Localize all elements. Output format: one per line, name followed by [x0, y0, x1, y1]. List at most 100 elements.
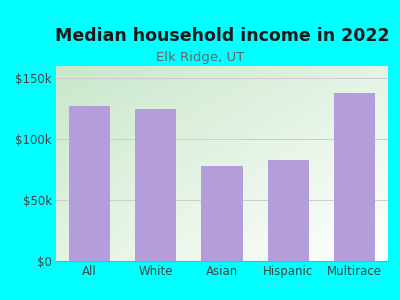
- Bar: [129, 117, 136, 121]
- Bar: [229, 101, 235, 105]
- Bar: [262, 253, 268, 257]
- Bar: [129, 148, 136, 152]
- Bar: [288, 74, 295, 78]
- Bar: [202, 191, 209, 195]
- Bar: [122, 82, 129, 86]
- Bar: [209, 140, 215, 144]
- Bar: [242, 199, 248, 203]
- Bar: [282, 66, 288, 70]
- Bar: [189, 117, 196, 121]
- Bar: [242, 175, 248, 179]
- Bar: [56, 113, 63, 117]
- Bar: [69, 78, 76, 82]
- Bar: [169, 195, 176, 199]
- Bar: [149, 136, 156, 140]
- Bar: [209, 93, 215, 97]
- Bar: [156, 226, 162, 230]
- Bar: [308, 164, 315, 167]
- Bar: [149, 93, 156, 97]
- Bar: [215, 128, 222, 132]
- Bar: [76, 175, 82, 179]
- Bar: [96, 82, 102, 86]
- Bar: [295, 218, 302, 222]
- Bar: [268, 160, 275, 164]
- Bar: [116, 105, 122, 109]
- Bar: [381, 167, 388, 171]
- Bar: [308, 167, 315, 171]
- Bar: [102, 242, 109, 245]
- Bar: [362, 152, 368, 156]
- Bar: [355, 121, 362, 124]
- Bar: [262, 105, 268, 109]
- Bar: [288, 218, 295, 222]
- Bar: [328, 148, 335, 152]
- Bar: [176, 152, 182, 156]
- Bar: [275, 128, 282, 132]
- Bar: [268, 121, 275, 124]
- Bar: [136, 160, 142, 164]
- Bar: [381, 124, 388, 128]
- Bar: [275, 97, 282, 101]
- Bar: [82, 144, 89, 148]
- Title: Median household income in 2022: Median household income in 2022: [55, 27, 389, 45]
- Bar: [275, 66, 282, 70]
- Bar: [215, 199, 222, 203]
- Bar: [288, 89, 295, 93]
- Bar: [215, 70, 222, 74]
- Bar: [176, 124, 182, 128]
- Bar: [182, 82, 189, 86]
- Bar: [248, 175, 255, 179]
- Bar: [156, 179, 162, 183]
- Bar: [136, 124, 142, 128]
- Bar: [288, 249, 295, 253]
- Bar: [282, 245, 288, 249]
- Bar: [102, 97, 109, 101]
- Bar: [302, 82, 308, 86]
- Bar: [348, 226, 355, 230]
- Bar: [268, 101, 275, 105]
- Bar: [268, 245, 275, 249]
- Bar: [102, 199, 109, 203]
- Bar: [242, 191, 248, 195]
- Bar: [282, 242, 288, 245]
- Bar: [222, 167, 229, 171]
- Bar: [102, 101, 109, 105]
- Bar: [96, 249, 102, 253]
- Bar: [63, 199, 69, 203]
- Bar: [282, 101, 288, 105]
- Bar: [156, 230, 162, 234]
- Bar: [176, 167, 182, 171]
- Bar: [149, 191, 156, 195]
- Bar: [215, 230, 222, 234]
- Bar: [368, 206, 375, 210]
- Bar: [322, 206, 328, 210]
- Bar: [209, 245, 215, 249]
- Bar: [189, 93, 196, 97]
- Bar: [162, 66, 169, 70]
- Bar: [342, 191, 348, 195]
- Bar: [162, 214, 169, 218]
- Bar: [182, 179, 189, 183]
- Bar: [268, 66, 275, 70]
- Bar: [362, 144, 368, 148]
- Bar: [328, 124, 335, 128]
- Bar: [362, 218, 368, 222]
- Bar: [381, 85, 388, 89]
- Bar: [109, 210, 116, 214]
- Bar: [189, 234, 196, 238]
- Bar: [129, 82, 136, 86]
- Bar: [288, 171, 295, 175]
- Bar: [82, 89, 89, 93]
- Bar: [109, 199, 116, 203]
- Bar: [355, 199, 362, 203]
- Bar: [63, 195, 69, 199]
- Bar: [295, 253, 302, 257]
- Bar: [295, 238, 302, 242]
- Bar: [308, 238, 315, 242]
- Bar: [282, 140, 288, 144]
- Bar: [215, 93, 222, 97]
- Bar: [348, 97, 355, 101]
- Bar: [176, 226, 182, 230]
- Bar: [209, 253, 215, 257]
- Bar: [109, 238, 116, 242]
